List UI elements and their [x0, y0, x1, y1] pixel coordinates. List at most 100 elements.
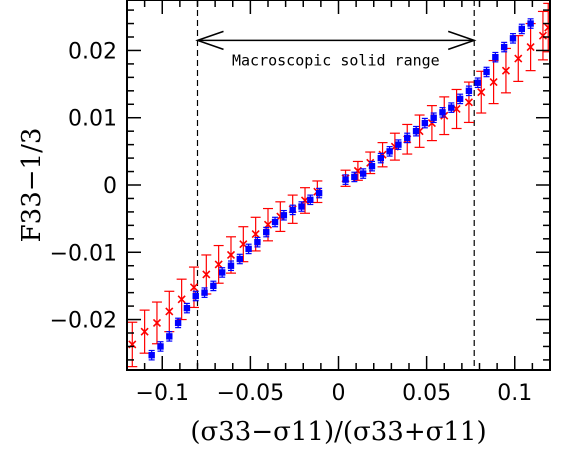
x-tick-label: 0	[332, 381, 346, 406]
x-tick-label: 0.05	[402, 381, 451, 406]
data-point	[439, 107, 446, 118]
marker-square	[500, 43, 508, 51]
data-point	[139, 309, 150, 354]
marker-square	[148, 352, 155, 359]
data-point	[298, 201, 305, 212]
annotation-layer: Macroscopic solid range	[195, 30, 477, 70]
data-point	[263, 226, 270, 238]
data-point	[263, 207, 273, 242]
marker-square	[404, 134, 411, 142]
data-point	[218, 267, 226, 278]
data-point	[483, 66, 490, 78]
data-point	[368, 160, 376, 172]
range-arrow-head-right	[447, 30, 477, 51]
marker-square	[254, 238, 261, 246]
data-point	[271, 216, 279, 228]
marker-square	[527, 20, 534, 27]
marker-x	[514, 54, 523, 63]
y-tick-label: 0	[103, 174, 117, 199]
data-point	[238, 226, 249, 263]
data-point	[351, 171, 358, 183]
data-point	[151, 301, 162, 345]
data-point	[492, 51, 499, 63]
marker-square	[298, 203, 305, 210]
data-point	[176, 278, 187, 321]
data-point	[488, 59, 499, 105]
data-point	[439, 96, 450, 136]
marker-x	[165, 307, 174, 316]
data-point	[500, 41, 508, 53]
marker-square	[368, 162, 376, 170]
marker-square	[280, 212, 288, 219]
marker-square	[439, 109, 446, 116]
marker-square	[474, 79, 481, 86]
marker-x	[189, 283, 199, 292]
marker-x	[177, 295, 186, 304]
series-blue	[148, 18, 534, 361]
data-point	[525, 22, 536, 72]
marker-square	[518, 25, 525, 33]
marker-x	[544, 23, 550, 32]
data-point	[426, 105, 437, 142]
marker-square	[192, 292, 199, 300]
data-point	[201, 287, 208, 298]
data-point	[315, 187, 323, 199]
marker-x	[464, 98, 473, 107]
data-point	[527, 18, 534, 29]
annotation-text: Macroscopic solid range	[232, 52, 440, 70]
data-point	[395, 139, 402, 150]
marker-square	[483, 68, 490, 76]
axes-layer	[126, 0, 551, 371]
x-tick-label: 0.1	[497, 381, 532, 406]
data-point	[421, 117, 429, 129]
marker-square	[263, 228, 270, 236]
data-point	[518, 23, 525, 35]
data-point	[537, 10, 548, 61]
data-point	[476, 70, 487, 114]
data-point	[307, 194, 314, 206]
marker-square	[201, 289, 208, 296]
labels-layer: −0.1 −0.05 0 0.05 0.1 −0.02 −0.01 0 0.01 0.02 (σ33…	[17, 39, 532, 447]
data-point	[448, 102, 455, 113]
marker-square	[421, 119, 429, 127]
marker-square	[492, 53, 499, 61]
marker-x	[214, 260, 223, 269]
marker-square	[315, 189, 323, 197]
data-point	[352, 160, 363, 181]
x-axis-label: (σ33−σ11)/(σ33+σ11)	[190, 417, 486, 447]
data-point	[377, 152, 384, 164]
marker-x	[140, 327, 149, 336]
data-point	[359, 168, 367, 179]
data-point	[245, 243, 252, 255]
y-tick-label: −0.01	[50, 241, 117, 266]
data-point	[164, 290, 175, 333]
data-point	[465, 85, 473, 97]
marker-x	[226, 250, 236, 260]
marker-square	[271, 218, 279, 226]
data-point	[456, 93, 464, 105]
data-point	[543, 2, 550, 53]
data-point	[192, 290, 199, 302]
marker-x	[526, 43, 535, 52]
data-point	[474, 77, 481, 89]
marker-x	[152, 318, 162, 327]
y-tick-label: 0.01	[68, 107, 117, 132]
data-point	[148, 349, 155, 361]
marker-square	[448, 104, 455, 111]
data-layer	[127, 0, 550, 370]
marker-x	[202, 270, 211, 279]
range-arrow-head-left	[195, 30, 224, 51]
marker-x	[538, 31, 548, 40]
marker-square	[430, 114, 437, 121]
marker-square	[174, 319, 182, 327]
data-point	[412, 125, 420, 137]
marker-square	[227, 262, 235, 269]
y-axis-label: F33−1/3	[17, 128, 47, 243]
x-tick-label: −0.05	[217, 381, 284, 406]
marker-x	[251, 230, 260, 239]
data-point	[213, 244, 224, 284]
marker-square	[377, 154, 384, 162]
data-point	[342, 174, 349, 185]
marker-square	[386, 148, 393, 155]
data-point	[280, 209, 288, 221]
